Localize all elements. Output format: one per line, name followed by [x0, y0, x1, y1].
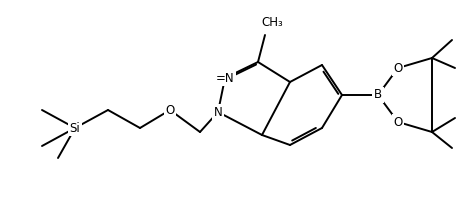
Text: O: O [393, 61, 403, 74]
Text: =N: =N [216, 71, 234, 84]
Text: O: O [393, 115, 403, 129]
Text: O: O [165, 103, 175, 116]
Text: N: N [214, 105, 222, 119]
Text: Si: Si [70, 122, 80, 134]
Text: CH₃: CH₃ [261, 16, 283, 29]
Text: B: B [374, 89, 382, 102]
